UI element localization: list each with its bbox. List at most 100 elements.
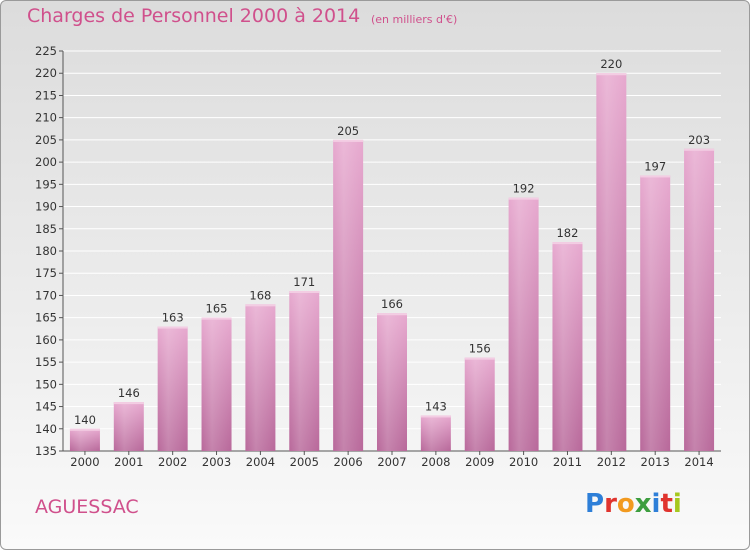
- bar-top: [596, 73, 627, 76]
- location-label: AGUESSAC: [35, 496, 139, 518]
- logo-letter: r: [604, 489, 617, 519]
- bar-2012: [596, 73, 627, 451]
- x-tick-label: 2003: [202, 455, 231, 469]
- value-label: 205: [337, 124, 359, 138]
- bar-top: [552, 242, 583, 245]
- chart-subtitle: (en milliers d'€): [371, 13, 458, 26]
- bar-highlight: [420, 415, 451, 451]
- y-tick-label: 155: [35, 355, 57, 369]
- y-tick-label: 150: [35, 377, 57, 391]
- y-tick-label: 180: [35, 244, 57, 258]
- y-tick-label: 165: [35, 311, 57, 325]
- x-tick-label: 2011: [553, 455, 582, 469]
- bar-top: [157, 326, 188, 329]
- bar-2010: [508, 197, 539, 451]
- bar-2002: [157, 326, 188, 451]
- value-label: 168: [249, 288, 271, 302]
- x-tick-label: 2007: [377, 455, 406, 469]
- y-tick-label: 200: [35, 155, 57, 169]
- y-tick-label: 160: [35, 333, 57, 347]
- bar-top: [508, 197, 539, 200]
- value-label: 203: [688, 133, 710, 147]
- y-tick-label: 195: [35, 177, 57, 191]
- value-label: 146: [118, 386, 140, 400]
- logo-letter: x: [634, 489, 652, 519]
- labels: 135 140 145 150 155 160 165 170 175 180 185 190 195 2…: [35, 44, 714, 469]
- logo-letter: o: [616, 489, 635, 519]
- bar-highlight: [464, 357, 495, 451]
- y-tick-label: 175: [35, 266, 57, 280]
- value-label: 220: [600, 57, 622, 71]
- value-label: 171: [293, 275, 315, 289]
- y-tick-label: 220: [35, 66, 57, 80]
- value-label: 197: [644, 159, 666, 173]
- bar-2011: [552, 242, 583, 451]
- bar-2001: [113, 402, 144, 451]
- x-tick-label: 2009: [465, 455, 494, 469]
- logo-letter: i: [672, 489, 682, 519]
- value-label: 182: [556, 226, 578, 240]
- bar-2003: [201, 317, 232, 451]
- x-tick-label: 2000: [70, 455, 99, 469]
- bar-2005: [289, 291, 320, 451]
- bar-2000: [69, 428, 100, 451]
- x-tick-label: 2012: [597, 455, 626, 469]
- bars: [69, 73, 715, 451]
- bar-top: [201, 317, 232, 320]
- y-tick-label: 185: [35, 222, 57, 236]
- bar-2009: [464, 357, 495, 451]
- bar-highlight: [552, 242, 583, 451]
- chart-title: Charges de Personnel 2000 à 2014: [27, 5, 361, 27]
- y-tick-label: 145: [35, 400, 57, 414]
- bar-2004: [245, 304, 276, 451]
- bar-highlight: [113, 402, 144, 451]
- bar-top: [464, 357, 495, 360]
- value-label: 143: [425, 399, 447, 413]
- bar-highlight: [508, 197, 539, 451]
- bar-top: [245, 304, 276, 307]
- y-tick-label: 140: [35, 422, 57, 436]
- bar-2013: [640, 175, 671, 451]
- bar-highlight: [596, 73, 627, 451]
- y-tick-label: 225: [35, 44, 57, 58]
- bar-highlight: [201, 317, 232, 451]
- value-label: 156: [469, 342, 491, 356]
- x-tick-label: 2004: [246, 455, 275, 469]
- y-tick-label: 135: [35, 444, 57, 458]
- value-label: 192: [513, 182, 535, 196]
- bar-highlight: [333, 139, 364, 451]
- logo-letter: i: [651, 489, 661, 519]
- bar-highlight: [289, 291, 320, 451]
- bar-highlight: [640, 175, 671, 451]
- x-tick-label: 2006: [333, 455, 362, 469]
- y-tick-label: 210: [35, 111, 57, 125]
- y-tick-label: 215: [35, 88, 57, 102]
- bar-top: [333, 139, 364, 142]
- x-tick-label: 2010: [509, 455, 538, 469]
- x-tick-label: 2002: [158, 455, 187, 469]
- x-tick-label: 2005: [290, 455, 319, 469]
- bar-highlight: [69, 428, 100, 451]
- bar-top: [113, 402, 144, 405]
- bar-highlight: [157, 326, 188, 451]
- bar-highlight: [684, 148, 715, 451]
- y-tick-label: 170: [35, 288, 57, 302]
- bar-top: [684, 148, 715, 151]
- x-tick-label: 2014: [684, 455, 713, 469]
- bar-2007: [377, 313, 407, 451]
- bar-2006: [333, 139, 364, 451]
- bar-2014: [684, 148, 715, 451]
- y-tick-label: 205: [35, 133, 57, 147]
- bar-top: [289, 291, 320, 293]
- value-label: 166: [381, 297, 403, 311]
- bar-highlight: [245, 304, 276, 451]
- x-tick-label: 2013: [641, 455, 670, 469]
- x-tick-label: 2001: [114, 455, 143, 469]
- bar-top: [377, 313, 407, 316]
- bar-highlight: [377, 313, 407, 451]
- x-tick-label: 2008: [421, 455, 450, 469]
- y-tick-label: 190: [35, 200, 57, 214]
- proxiti-logo: Proxiti: [585, 489, 682, 519]
